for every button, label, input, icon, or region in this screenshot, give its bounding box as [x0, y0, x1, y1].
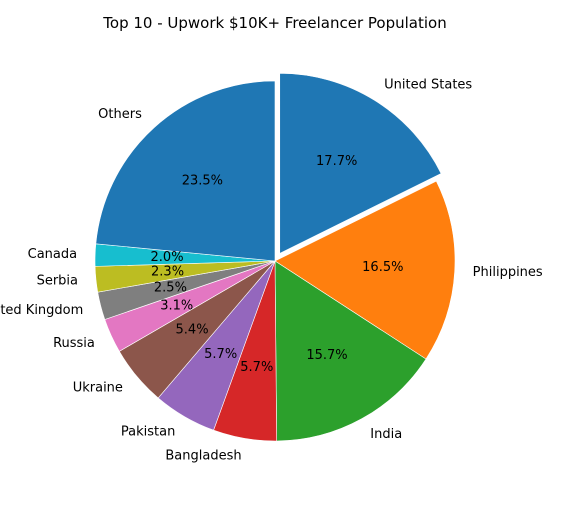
pie-pct-pakistan: 5.7% [204, 347, 237, 362]
pie-label-philippines: Philippines [473, 265, 543, 280]
pie-slice-philippines [274, 180, 456, 360]
pie-slice-india [274, 260, 427, 442]
pie-label-united-kingdom: United Kingdom [0, 303, 83, 318]
chart-title: Top 10 - Upwork $10K+ Freelancer Populat… [102, 14, 446, 32]
pie-pct-united-states: 17.7% [316, 154, 357, 169]
pie-pct-others: 23.5% [182, 174, 223, 189]
pie-pct-canada: 2.0% [151, 250, 184, 265]
pie-slice-united-states [279, 73, 442, 254]
pie-label-india: India [370, 427, 402, 442]
pie-label-bangladesh: Bangladesh [165, 449, 241, 464]
pie-slice-others [95, 80, 276, 262]
pie-pct-russia: 3.1% [160, 298, 193, 313]
pie-label-pakistan: Pakistan [121, 425, 175, 440]
pie-label-canada: Canada [28, 247, 77, 262]
pie-pct-ukraine: 5.4% [176, 323, 209, 338]
pie-labels: United States 17.7% Philippines 16.5% India 1… [0, 78, 543, 464]
pie-pct-philippines: 16.5% [362, 260, 403, 275]
pie-label-others: Others [98, 107, 142, 122]
pie-pct-united-kingdom: 2.5% [154, 280, 187, 295]
pie-pct-bangladesh: 5.7% [240, 360, 273, 375]
pie-label-russia: Russia [53, 336, 95, 351]
pie-label-serbia: Serbia [37, 274, 78, 289]
pie-label-ukraine: Ukraine [73, 380, 123, 395]
pie-pct-serbia: 2.3% [151, 264, 184, 279]
pie-pct-india: 15.7% [306, 348, 347, 363]
pie-label-united-states: United States [384, 78, 472, 93]
pie-slices [94, 73, 456, 442]
